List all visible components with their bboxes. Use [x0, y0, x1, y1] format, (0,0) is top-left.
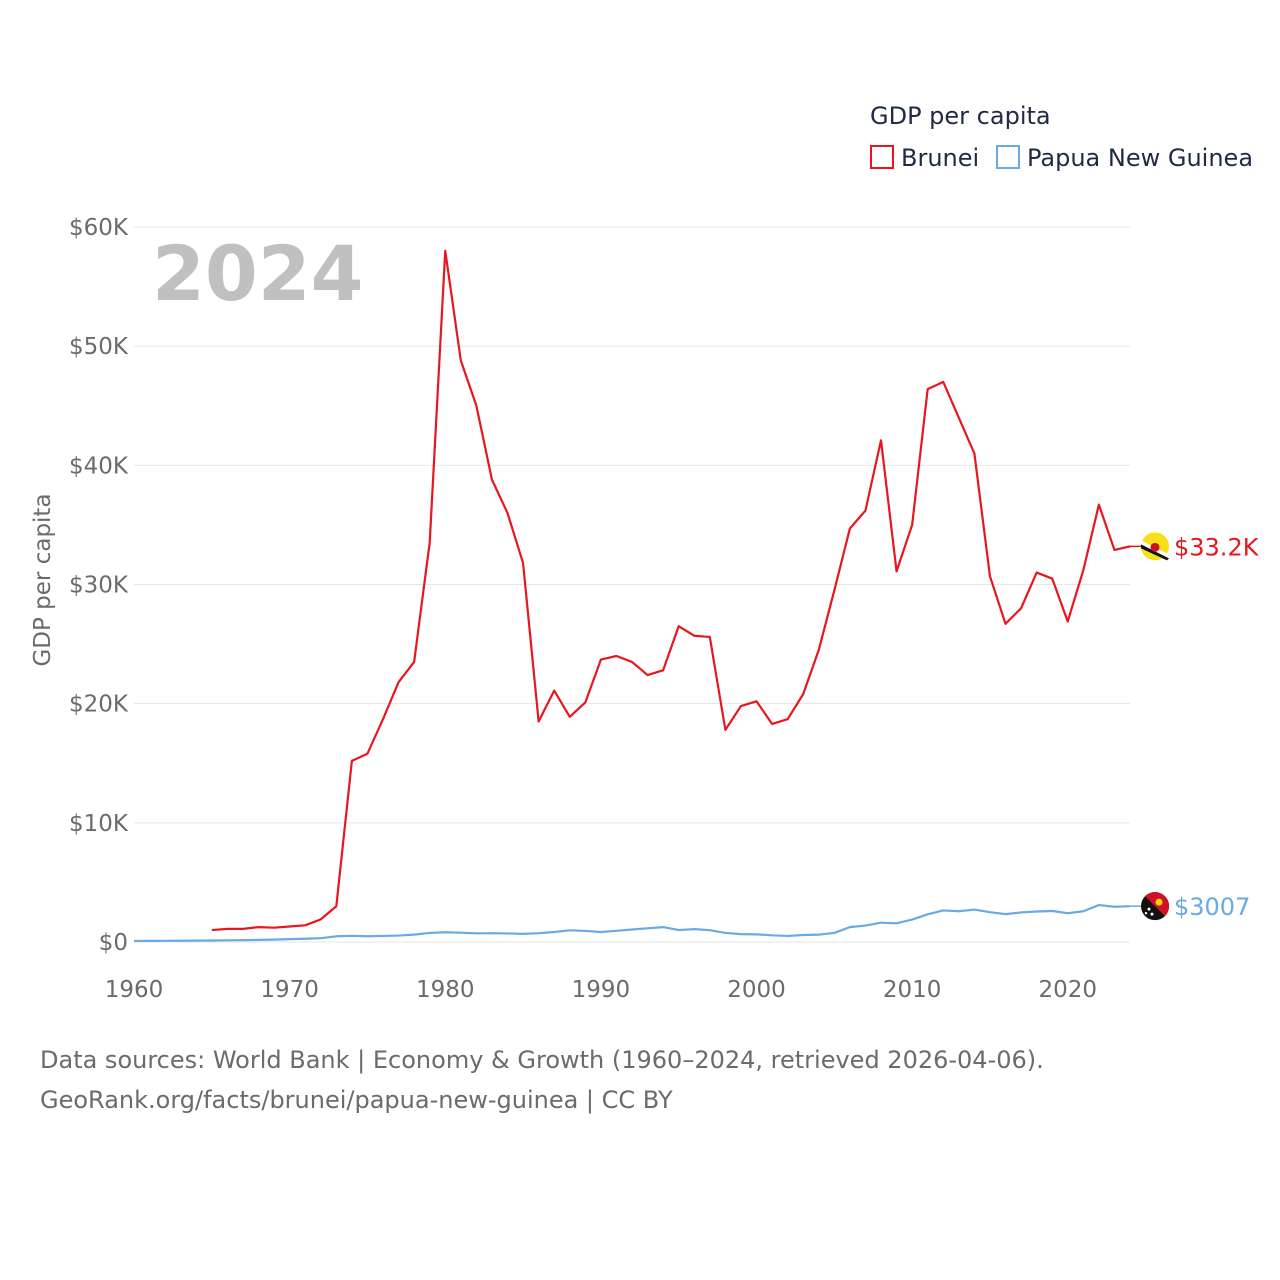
y-axis-title: GDP per capita	[30, 493, 56, 666]
footer: Data sources: World Bank | Economy & Gro…	[40, 1040, 1044, 1120]
series-line-brunei[interactable]	[211, 249, 1131, 932]
series-lines	[133, 249, 1131, 943]
series-line-papua-new-guinea[interactable]	[133, 903, 1131, 943]
x-tick-label: 1980	[416, 977, 475, 1003]
y-tick-label: $30K	[69, 573, 129, 599]
legend-swatch-brunei[interactable]	[870, 145, 894, 169]
y-tick-label: $60K	[69, 215, 129, 241]
x-tick-label: 1960	[105, 977, 164, 1003]
year-label: 2024	[152, 229, 364, 318]
x-tick-label: 2010	[883, 977, 942, 1003]
legend-label-brunei[interactable]: Brunei	[901, 144, 979, 172]
y-axis-ticks: $0 $10K $20K $30K $40K $50K $60K	[69, 215, 129, 956]
x-axis-ticks: 1960 1970 1980 1990 2000 2010 2020	[105, 977, 1097, 1003]
y-tick-label: $20K	[69, 692, 129, 718]
y-tick-label: $0	[99, 930, 128, 956]
gridlines	[134, 226, 1130, 943]
legend-label-papua-new-guinea[interactable]: Papua New Guinea	[1027, 144, 1253, 172]
legend: GDP per capita Brunei Papua New Guinea	[870, 102, 1253, 172]
x-tick-label: 1990	[572, 977, 631, 1003]
end-value-label-papua-new-guinea: $3007	[1174, 893, 1250, 921]
legend-swatch-papua-new-guinea[interactable]	[996, 145, 1020, 169]
y-tick-label: $10K	[69, 811, 129, 837]
end-value-label-brunei: $33.2K	[1174, 533, 1260, 561]
x-tick-label: 1970	[260, 977, 319, 1003]
y-tick-label: $40K	[69, 453, 129, 479]
x-tick-label: 2020	[1038, 977, 1097, 1003]
footer-sources: Data sources: World Bank | Economy & Gro…	[40, 1046, 1044, 1074]
x-tick-label: 2000	[727, 977, 786, 1003]
legend-title: GDP per capita	[870, 102, 1051, 130]
footer-link[interactable]: GeoRank.org/facts/brunei/papua-new-guine…	[40, 1086, 673, 1114]
brunei-flag-icon	[1141, 532, 1169, 561]
papua-new-guinea-flag-icon	[1141, 892, 1170, 921]
y-tick-label: $50K	[69, 334, 129, 360]
end-labels: $33.2K $3007	[1130, 532, 1260, 921]
